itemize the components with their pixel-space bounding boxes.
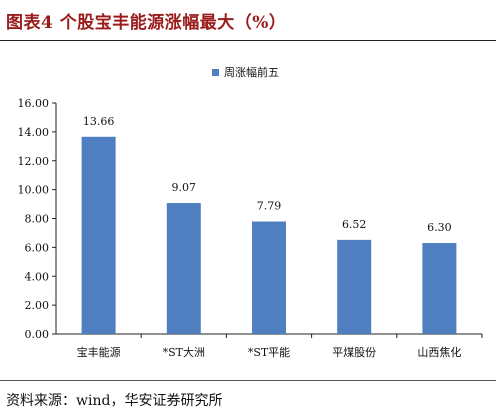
category-label: *ST大洲 <box>163 345 205 359</box>
y-tick-label: 12.00 <box>18 155 50 168</box>
y-tick-label: 14.00 <box>18 126 50 139</box>
y-tick-label: 16.00 <box>18 97 50 110</box>
y-tick-label: 8.00 <box>25 213 50 226</box>
legend-label: 周涨幅前五 <box>224 65 279 79</box>
bar <box>337 239 372 334</box>
bar <box>81 136 116 334</box>
figure-title: 图表4 个股宝丰能源涨幅最大（%） <box>6 13 287 33</box>
category-label: *ST平能 <box>248 345 290 359</box>
source-note: 资料来源：wind，华安证券研究所 <box>6 393 223 409</box>
data-label: 9.07 <box>172 181 197 194</box>
category-label: 山西焦化 <box>417 345 461 359</box>
category-label: 平煤股份 <box>332 346 376 359</box>
y-tick-label: 10.00 <box>18 184 50 197</box>
y-tick-label: 6.00 <box>25 241 50 254</box>
y-tick-label: 0.00 <box>25 328 50 341</box>
data-label: 6.52 <box>342 218 367 231</box>
data-label: 7.79 <box>257 200 282 213</box>
data-label: 13.66 <box>83 115 115 128</box>
bar <box>422 243 457 334</box>
y-tick-label: 4.00 <box>25 270 50 283</box>
title-rule <box>0 40 496 41</box>
source-rule <box>0 380 496 381</box>
bar-chart: 0.00 2.00 4.00 6.00 8.00 10.00 12.00 14.00 16.00… <box>18 65 483 359</box>
category-label: 宝丰能源 <box>77 345 121 359</box>
bar <box>252 221 286 334</box>
bar <box>166 203 201 334</box>
legend-swatch <box>212 69 219 76</box>
y-tick-label: 2.00 <box>25 299 50 312</box>
data-label: 6.30 <box>427 221 452 234</box>
